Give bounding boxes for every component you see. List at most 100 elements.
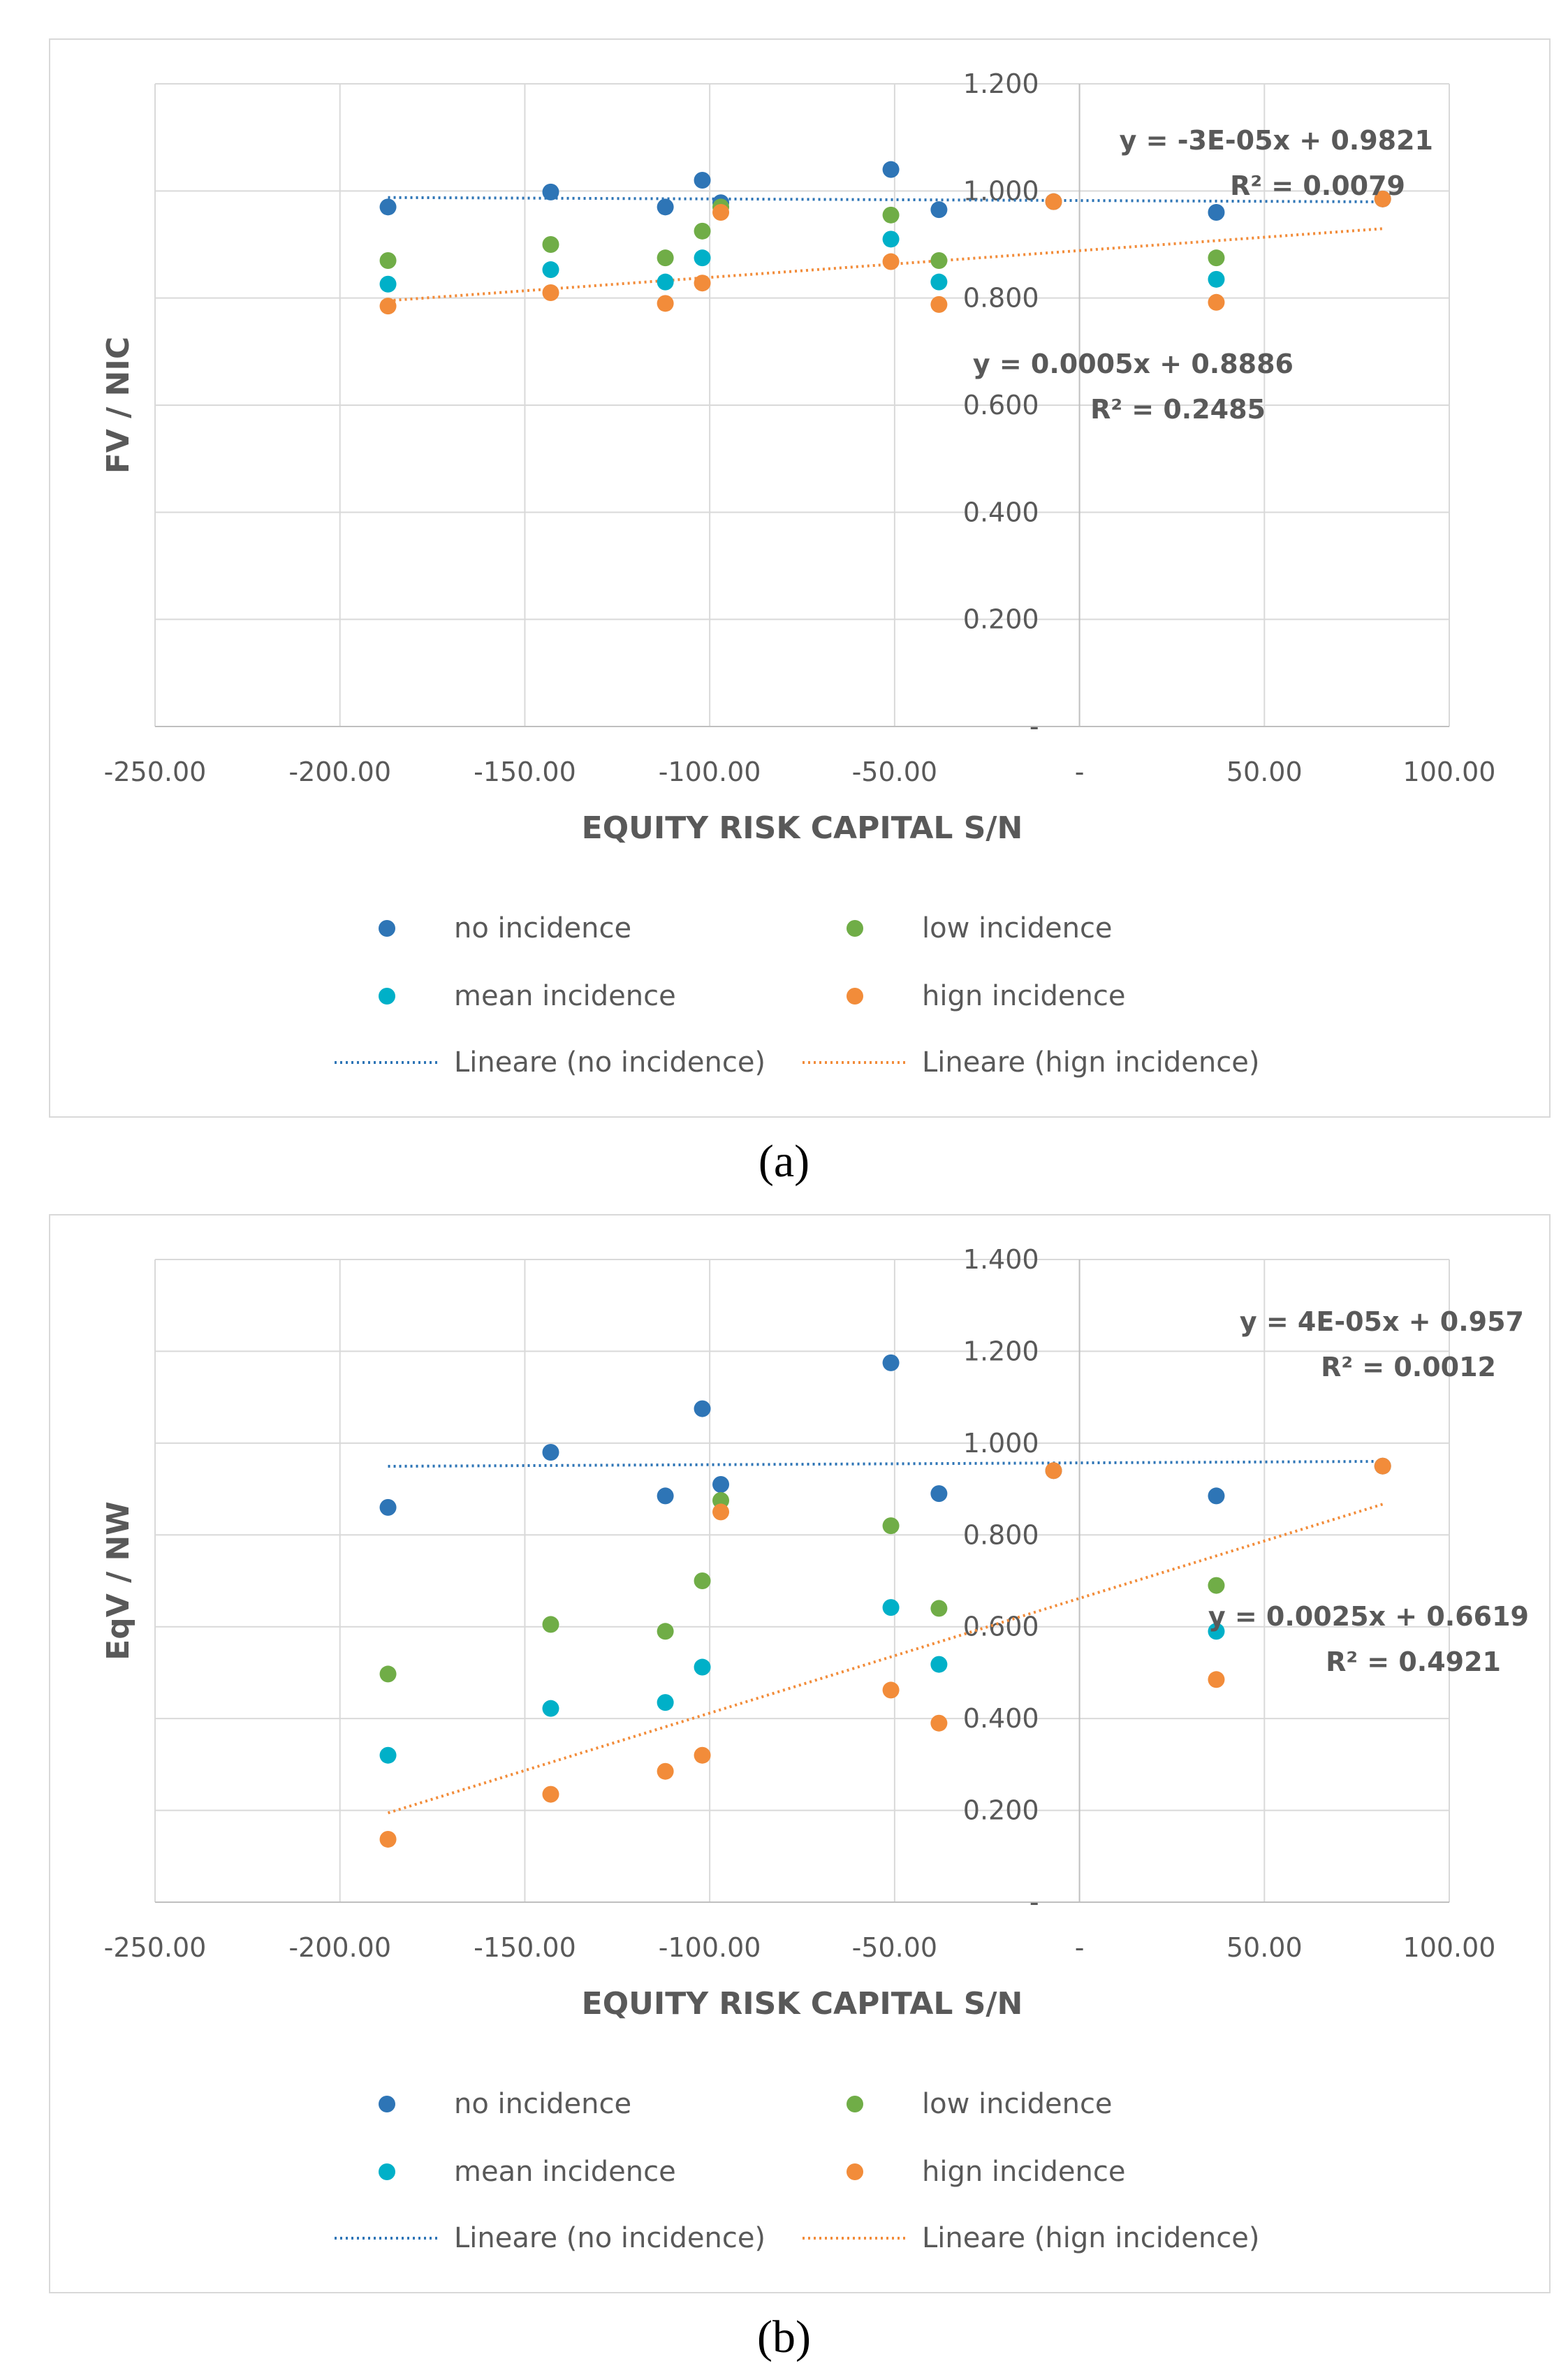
y-axis-title: FV / NIC bbox=[101, 337, 136, 474]
point-hign-incidence bbox=[657, 1762, 674, 1780]
legend-label: no incidence bbox=[454, 2088, 631, 2120]
y-tick-label: 1.000 bbox=[963, 175, 1039, 206]
y-tick-label: 1.200 bbox=[963, 68, 1039, 99]
point-hign-incidence bbox=[694, 1746, 711, 1764]
y-tick-label: 1.400 bbox=[963, 1244, 1039, 1275]
point-hign-incidence bbox=[542, 284, 559, 301]
legend-label: Lineare (no incidence) bbox=[454, 2222, 765, 2254]
point-low-incidence bbox=[882, 206, 900, 224]
point-mean-incidence bbox=[694, 249, 711, 267]
y-tick-label: 0.800 bbox=[963, 283, 1039, 314]
point-mean-incidence bbox=[379, 275, 397, 293]
trend-equation: y = -3E-05x + 0.9821 bbox=[1120, 125, 1433, 156]
legend-label: hign incidence bbox=[922, 980, 1125, 1012]
x-tick-label: 50.00 bbox=[1226, 757, 1303, 787]
trend-r-squared: R² = 0.0079 bbox=[1230, 170, 1405, 201]
legend-label: Lineare (no incidence) bbox=[454, 1046, 765, 1079]
point-no-incidence bbox=[542, 1444, 559, 1461]
chart-panel-a: -250.00 -200.00 -150.00 -100.00 -50.00-50.00… bbox=[49, 38, 1551, 1118]
point-no-incidence bbox=[694, 1400, 711, 1417]
legend-marker bbox=[379, 2163, 395, 2180]
y-tick-label: 0.800 bbox=[963, 1519, 1039, 1550]
y-tick-label: 0.400 bbox=[963, 1703, 1039, 1734]
point-low-incidence bbox=[657, 1623, 674, 1640]
point-hign-incidence bbox=[1208, 293, 1225, 311]
point-low-incidence bbox=[542, 236, 559, 253]
point-mean-incidence bbox=[657, 273, 674, 291]
x-tick-label: -200.00 bbox=[288, 1932, 391, 1963]
point-hign-incidence bbox=[657, 295, 674, 312]
point-low-incidence bbox=[930, 252, 948, 269]
legend-label: Lineare (hign incidence) bbox=[922, 2222, 1259, 2254]
point-hign-incidence bbox=[882, 253, 900, 270]
point-no-incidence bbox=[1208, 1487, 1225, 1505]
y-tick-label: 1.000 bbox=[963, 1428, 1039, 1459]
chart-b-svg: -250.00 -200.00 -150.00 -100.00 -50.00-50.00… bbox=[101, 1244, 1529, 2254]
x-tick-label: - bbox=[1075, 757, 1085, 787]
point-low-incidence bbox=[379, 252, 397, 269]
legend-marker bbox=[847, 2096, 863, 2112]
trend-equation: y = 0.0005x + 0.8886 bbox=[973, 349, 1294, 379]
point-no-incidence bbox=[882, 161, 900, 178]
legend-marker bbox=[379, 920, 395, 937]
y-tick-label: 0.200 bbox=[963, 604, 1039, 635]
point-no-incidence bbox=[542, 183, 559, 200]
point-low-incidence bbox=[712, 1492, 730, 1509]
point-hign-incidence bbox=[1208, 1671, 1225, 1688]
caption-a: (a) bbox=[758, 1136, 810, 1187]
chart-a-svg: -250.00 -200.00 -150.00 -100.00 -50.00-50.00… bbox=[101, 68, 1495, 1079]
point-no-incidence bbox=[930, 201, 948, 219]
point-no-incidence bbox=[657, 1487, 674, 1505]
point-low-incidence bbox=[882, 1517, 900, 1535]
point-low-incidence bbox=[1208, 1577, 1225, 1594]
point-hign-incidence bbox=[712, 204, 730, 221]
y-tick-label: 0.600 bbox=[963, 390, 1039, 421]
caption-b: (b) bbox=[757, 2312, 811, 2363]
point-no-incidence bbox=[1208, 204, 1225, 221]
point-low-incidence bbox=[930, 1600, 948, 1617]
y-axis-title: EqV / NW bbox=[101, 1501, 136, 1660]
legend-label: mean incidence bbox=[454, 980, 676, 1012]
point-mean-incidence bbox=[882, 1599, 900, 1616]
point-mean-incidence bbox=[657, 1694, 674, 1711]
point-low-incidence bbox=[694, 1572, 711, 1589]
legend-marker bbox=[847, 988, 863, 1005]
trendline-no-incidence bbox=[388, 196, 1383, 203]
x-tick-label: -100.00 bbox=[659, 1932, 761, 1963]
legend-marker bbox=[379, 2096, 395, 2112]
point-hign-incidence bbox=[542, 1786, 559, 1803]
x-tick-label: -150.00 bbox=[474, 1932, 576, 1963]
point-hign-incidence bbox=[1045, 193, 1062, 210]
legend-marker bbox=[379, 988, 395, 1005]
point-low-incidence bbox=[379, 1665, 397, 1683]
point-low-incidence bbox=[542, 1616, 559, 1633]
gridlines bbox=[154, 1259, 1450, 1903]
legend-marker bbox=[847, 920, 863, 937]
y-tick-label: 0.200 bbox=[963, 1795, 1039, 1826]
point-no-incidence bbox=[657, 198, 674, 216]
point-hign-incidence bbox=[1374, 190, 1391, 207]
trend-equation: y = 0.0025x + 0.6619 bbox=[1208, 1601, 1529, 1632]
point-mean-incidence bbox=[542, 1700, 559, 1717]
trendline-high-incidence bbox=[387, 1503, 1384, 1815]
legend: no incidence low incidence mean incidence h… bbox=[335, 912, 1259, 1079]
legend-marker bbox=[847, 2163, 863, 2180]
y-tick-label: 0.600 bbox=[963, 1612, 1039, 1642]
y-tick-label: - bbox=[1030, 1887, 1039, 1918]
trend-r-squared: R² = 0.4921 bbox=[1326, 1647, 1501, 1677]
point-low-incidence bbox=[694, 222, 711, 240]
legend: no incidence low incidence mean incidence h… bbox=[335, 2088, 1259, 2254]
point-hign-incidence bbox=[930, 1714, 948, 1732]
point-low-incidence bbox=[657, 249, 674, 267]
legend-label: Lineare (hign incidence) bbox=[922, 1046, 1259, 1079]
point-hign-incidence bbox=[1374, 1457, 1391, 1475]
point-hign-incidence bbox=[712, 1503, 730, 1521]
x-tick-label: 50.00 bbox=[1226, 1932, 1303, 1963]
point-no-incidence bbox=[379, 198, 397, 216]
point-hign-incidence bbox=[379, 1830, 397, 1848]
y-tick-label: - bbox=[1030, 711, 1039, 742]
x-axis-title: EQUITY RISK CAPITAL S/N bbox=[582, 1986, 1023, 2022]
point-no-incidence bbox=[694, 172, 711, 189]
x-tick-label: -250.00 bbox=[104, 1932, 207, 1963]
point-no-incidence bbox=[379, 1498, 397, 1516]
